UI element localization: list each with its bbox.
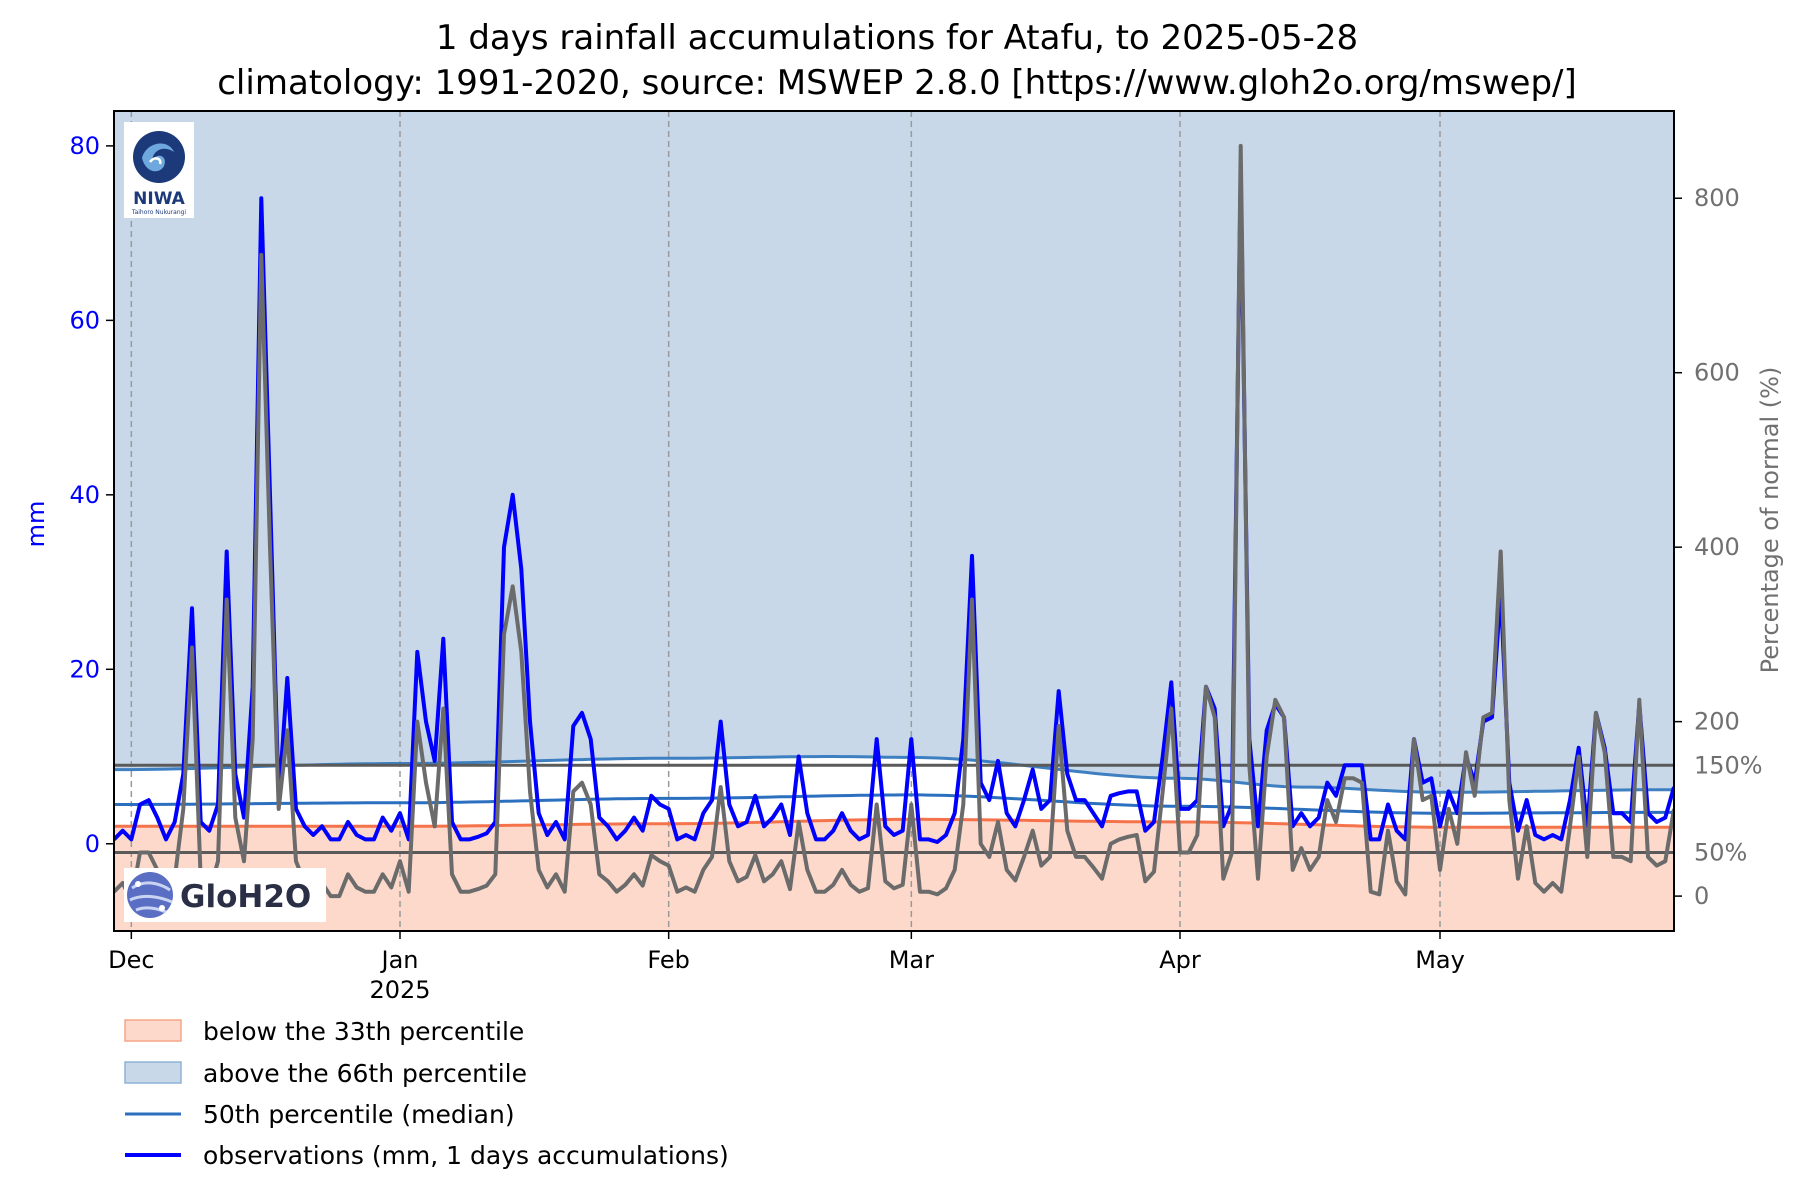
x-tick-label: Jan bbox=[380, 946, 419, 974]
legend-swatch-above bbox=[124, 1061, 182, 1084]
x-tick-label: Mar bbox=[889, 946, 934, 974]
gloh2o-logo-text: GloH2O bbox=[180, 879, 311, 915]
percent-of-normal-line bbox=[114, 143, 1674, 903]
niwa-logo-text: NIWA bbox=[133, 189, 186, 209]
percentile-66-line bbox=[114, 755, 1674, 794]
band-above-66th bbox=[114, 111, 1674, 793]
x-tick-label: Apr bbox=[1159, 946, 1201, 974]
y-axis-right: 0 200 400 600 800 150% 50% bbox=[1674, 184, 1763, 910]
legend: below the 33th percentile above the 66th… bbox=[124, 1017, 729, 1170]
percentile-bands bbox=[114, 111, 1674, 931]
y-tick-label: 0 bbox=[85, 830, 100, 858]
y-axis-label: mm bbox=[22, 501, 50, 548]
chart-title: 1 days rainfall accumulations for Atafu,… bbox=[436, 18, 1358, 58]
y-right-tick-label: 0 bbox=[1694, 882, 1709, 910]
y-right-tick-label: 600 bbox=[1694, 359, 1740, 387]
x-tick-label: May bbox=[1415, 946, 1465, 974]
legend-label-above: above the 66th percentile bbox=[203, 1059, 527, 1088]
niwa-logo-subtext: Taihoro Nukurangi bbox=[131, 209, 187, 216]
chart-subtitle: climatology: 1991-2020, source: MSWEP 2.… bbox=[217, 63, 1577, 103]
legend-label-median: 50th percentile (median) bbox=[203, 1100, 515, 1129]
legend-item-observations: observations (mm, 1 days accumulations) bbox=[125, 1141, 729, 1170]
legend-label-below: below the 33th percentile bbox=[203, 1017, 524, 1046]
legend-item-above: above the 66th percentile bbox=[124, 1059, 527, 1088]
y-axis-right-label: Percentage of normal (%) bbox=[1756, 367, 1784, 674]
legend-swatch-below bbox=[124, 1019, 182, 1042]
y-right-tick-label: 400 bbox=[1694, 533, 1740, 561]
legend-item-below: below the 33th percentile bbox=[124, 1017, 524, 1046]
median-line bbox=[114, 793, 1674, 815]
reference-line-label: 150% bbox=[1694, 751, 1763, 779]
climatology-lines bbox=[114, 755, 1674, 829]
legend-label-observations: observations (mm, 1 days accumulations) bbox=[203, 1141, 729, 1170]
y-tick-label: 40 bbox=[69, 481, 100, 509]
percent-of-normal-series bbox=[114, 143, 1674, 903]
gloh2o-logo: GloH2O bbox=[124, 868, 326, 922]
y-tick-label: 20 bbox=[69, 655, 100, 683]
y-tick-label: 60 bbox=[69, 306, 100, 334]
plot-frame bbox=[113, 110, 1675, 932]
band-below-33rd bbox=[114, 819, 1674, 931]
reference-line-label: 50% bbox=[1694, 838, 1747, 866]
percentile-33-line bbox=[114, 817, 1674, 829]
niwa-logo: NIWA Taihoro Nukurangi bbox=[124, 122, 194, 218]
y-axis-left: 0 20 40 60 80 bbox=[69, 132, 114, 858]
y-right-tick-label: 200 bbox=[1694, 708, 1740, 736]
x-tick-label: Dec bbox=[108, 946, 154, 974]
x-tick-sublabel: 2025 bbox=[369, 976, 430, 1004]
legend-item-median: 50th percentile (median) bbox=[125, 1100, 515, 1129]
x-tick-label: Feb bbox=[647, 946, 690, 974]
y-right-tick-label: 800 bbox=[1694, 184, 1740, 212]
y-tick-label: 80 bbox=[69, 132, 100, 160]
